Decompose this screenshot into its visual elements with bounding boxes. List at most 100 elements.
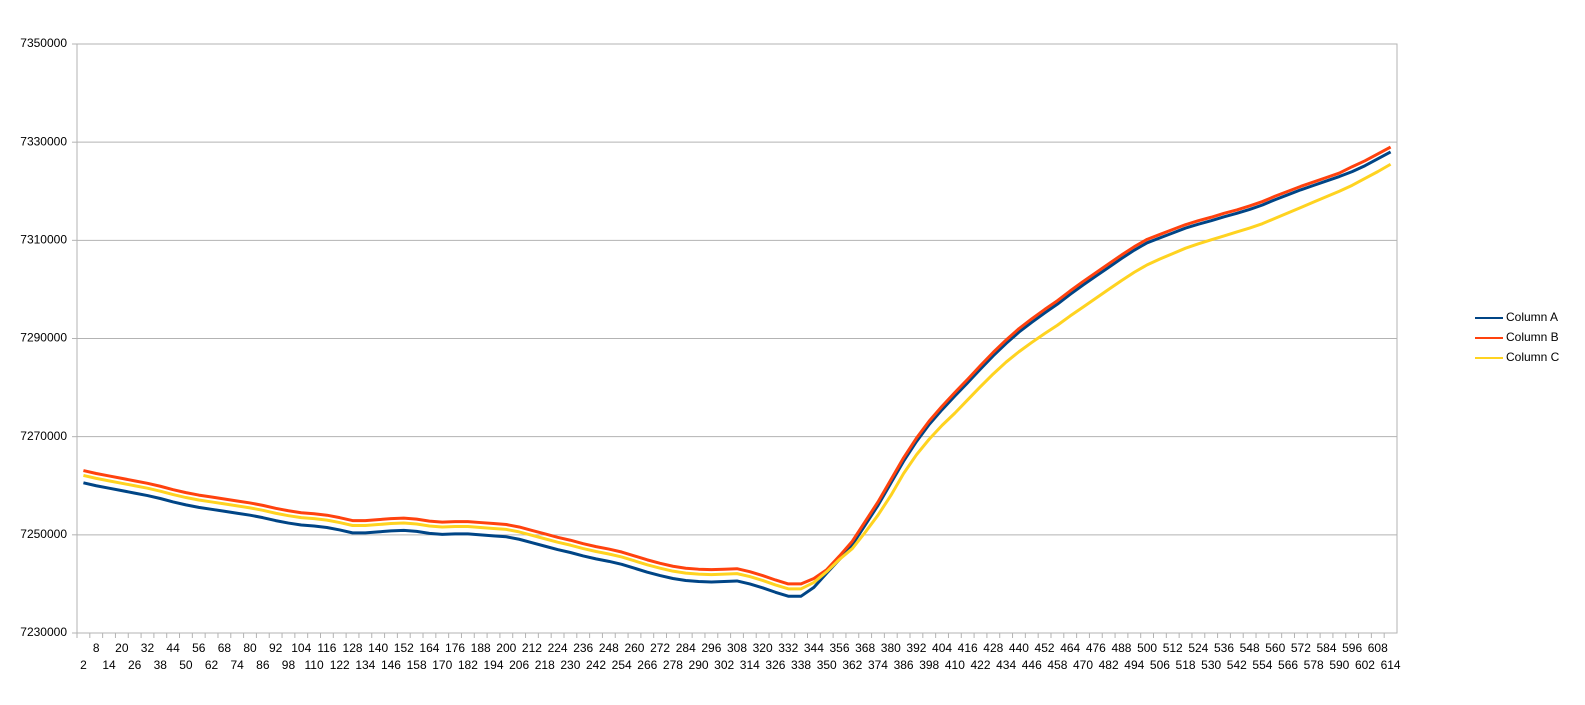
x-tick-label: 158 xyxy=(407,658,427,672)
x-tick-label: 80 xyxy=(243,641,257,655)
x-tick-label: 338 xyxy=(791,658,811,672)
x-tick-label: 446 xyxy=(1022,658,1042,672)
x-tick-label: 344 xyxy=(804,641,824,655)
x-tick-label: 170 xyxy=(432,658,452,672)
x-tick-label: 278 xyxy=(663,658,683,672)
x-tick-label: 584 xyxy=(1316,641,1336,655)
x-tick-label: 494 xyxy=(1124,658,1144,672)
x-tick-label: 470 xyxy=(1073,658,1093,672)
x-tick-label: 596 xyxy=(1342,641,1362,655)
x-tick-label: 26 xyxy=(128,658,142,672)
x-tick-label: 134 xyxy=(355,658,375,672)
x-tick-label: 554 xyxy=(1252,658,1272,672)
x-tick-label: 314 xyxy=(740,658,760,672)
x-tick-label: 608 xyxy=(1368,641,1388,655)
x-tick-label: 56 xyxy=(192,641,206,655)
x-tick-label: 536 xyxy=(1214,641,1234,655)
x-tick-label: 386 xyxy=(894,658,914,672)
x-tick-label: 206 xyxy=(509,658,529,672)
y-tick-label: 7330000 xyxy=(20,134,67,148)
x-tick-label: 326 xyxy=(765,658,785,672)
x-tick-label: 140 xyxy=(368,641,388,655)
x-tick-label: 416 xyxy=(958,641,978,655)
x-tick-label: 266 xyxy=(637,658,657,672)
x-tick-label: 44 xyxy=(166,641,180,655)
x-tick-label: 356 xyxy=(830,641,850,655)
series-line xyxy=(83,150,1392,598)
x-tick-label: 458 xyxy=(1047,658,1067,672)
x-tick-label: 542 xyxy=(1227,658,1247,672)
x-tick-label: 128 xyxy=(343,641,363,655)
y-tick-label: 7250000 xyxy=(20,527,67,541)
x-tick-label: 152 xyxy=(394,641,414,655)
x-tick-label: 512 xyxy=(1163,641,1183,655)
x-tick-label: 518 xyxy=(1176,658,1196,672)
series-line xyxy=(83,145,1392,586)
y-tick-label: 7230000 xyxy=(20,625,67,639)
x-tick-label: 350 xyxy=(817,658,837,672)
x-tick-label: 2 xyxy=(80,658,87,672)
x-tick-label: 440 xyxy=(1009,641,1029,655)
x-tick-label: 116 xyxy=(317,641,336,655)
x-tick-label: 110 xyxy=(305,658,324,672)
x-tick-label: 68 xyxy=(218,641,232,655)
x-tick-label: 464 xyxy=(1060,641,1080,655)
x-tick-label: 86 xyxy=(256,658,270,672)
x-tick-label: 560 xyxy=(1265,641,1285,655)
x-tick-label: 482 xyxy=(1099,658,1119,672)
x-tick-label: 218 xyxy=(535,658,555,672)
x-tick-label: 74 xyxy=(231,658,245,672)
x-tick-label: 146 xyxy=(381,658,401,672)
x-tick-label: 236 xyxy=(573,641,593,655)
x-tick-label: 422 xyxy=(970,658,990,672)
x-tick-label: 614 xyxy=(1381,658,1401,672)
x-tick-label: 194 xyxy=(483,658,503,672)
series-line xyxy=(83,162,1392,591)
x-tick-label: 428 xyxy=(983,641,1003,655)
x-tick-label: 296 xyxy=(701,641,721,655)
x-tick-label: 272 xyxy=(650,641,670,655)
x-tick-label: 62 xyxy=(205,658,219,672)
x-tick-label: 572 xyxy=(1291,641,1311,655)
x-tick-label: 230 xyxy=(560,658,580,672)
x-tick-label: 530 xyxy=(1201,658,1221,672)
x-tick-label: 254 xyxy=(612,658,632,672)
x-tick-label: 308 xyxy=(727,641,747,655)
x-tick-label: 182 xyxy=(458,658,478,672)
y-tick-label: 7270000 xyxy=(20,429,67,443)
x-tick-label: 452 xyxy=(1035,641,1055,655)
x-tick-label: 98 xyxy=(282,658,296,672)
x-tick-label: 548 xyxy=(1240,641,1260,655)
x-tick-label: 362 xyxy=(842,658,862,672)
x-tick-label: 14 xyxy=(102,658,116,672)
x-tick-label: 200 xyxy=(496,641,516,655)
x-tick-label: 92 xyxy=(269,641,283,655)
x-tick-label: 476 xyxy=(1086,641,1106,655)
x-tick-label: 104 xyxy=(291,641,311,655)
x-tick-label: 434 xyxy=(996,658,1016,672)
x-tick-label: 122 xyxy=(330,658,350,672)
x-tick-label: 590 xyxy=(1329,658,1349,672)
x-tick-label: 164 xyxy=(419,641,439,655)
legend-label: Column A xyxy=(1506,310,1558,324)
x-tick-label: 374 xyxy=(868,658,888,672)
legend-label: Column B xyxy=(1506,330,1559,344)
x-tick-label: 290 xyxy=(689,658,709,672)
x-tick-label: 8 xyxy=(93,641,100,655)
x-tick-label: 392 xyxy=(906,641,926,655)
x-tick-label: 500 xyxy=(1137,641,1157,655)
x-tick-label: 566 xyxy=(1278,658,1298,672)
x-tick-label: 320 xyxy=(753,641,773,655)
x-tick-label: 578 xyxy=(1304,658,1324,672)
x-tick-label: 284 xyxy=(676,641,696,655)
x-tick-label: 368 xyxy=(855,641,875,655)
x-tick-label: 380 xyxy=(881,641,901,655)
x-tick-label: 410 xyxy=(945,658,965,672)
y-tick-label: 7310000 xyxy=(20,233,67,247)
x-tick-label: 302 xyxy=(714,658,734,672)
x-tick-label: 212 xyxy=(522,641,542,655)
x-tick-label: 260 xyxy=(624,641,644,655)
x-tick-label: 38 xyxy=(154,658,168,672)
